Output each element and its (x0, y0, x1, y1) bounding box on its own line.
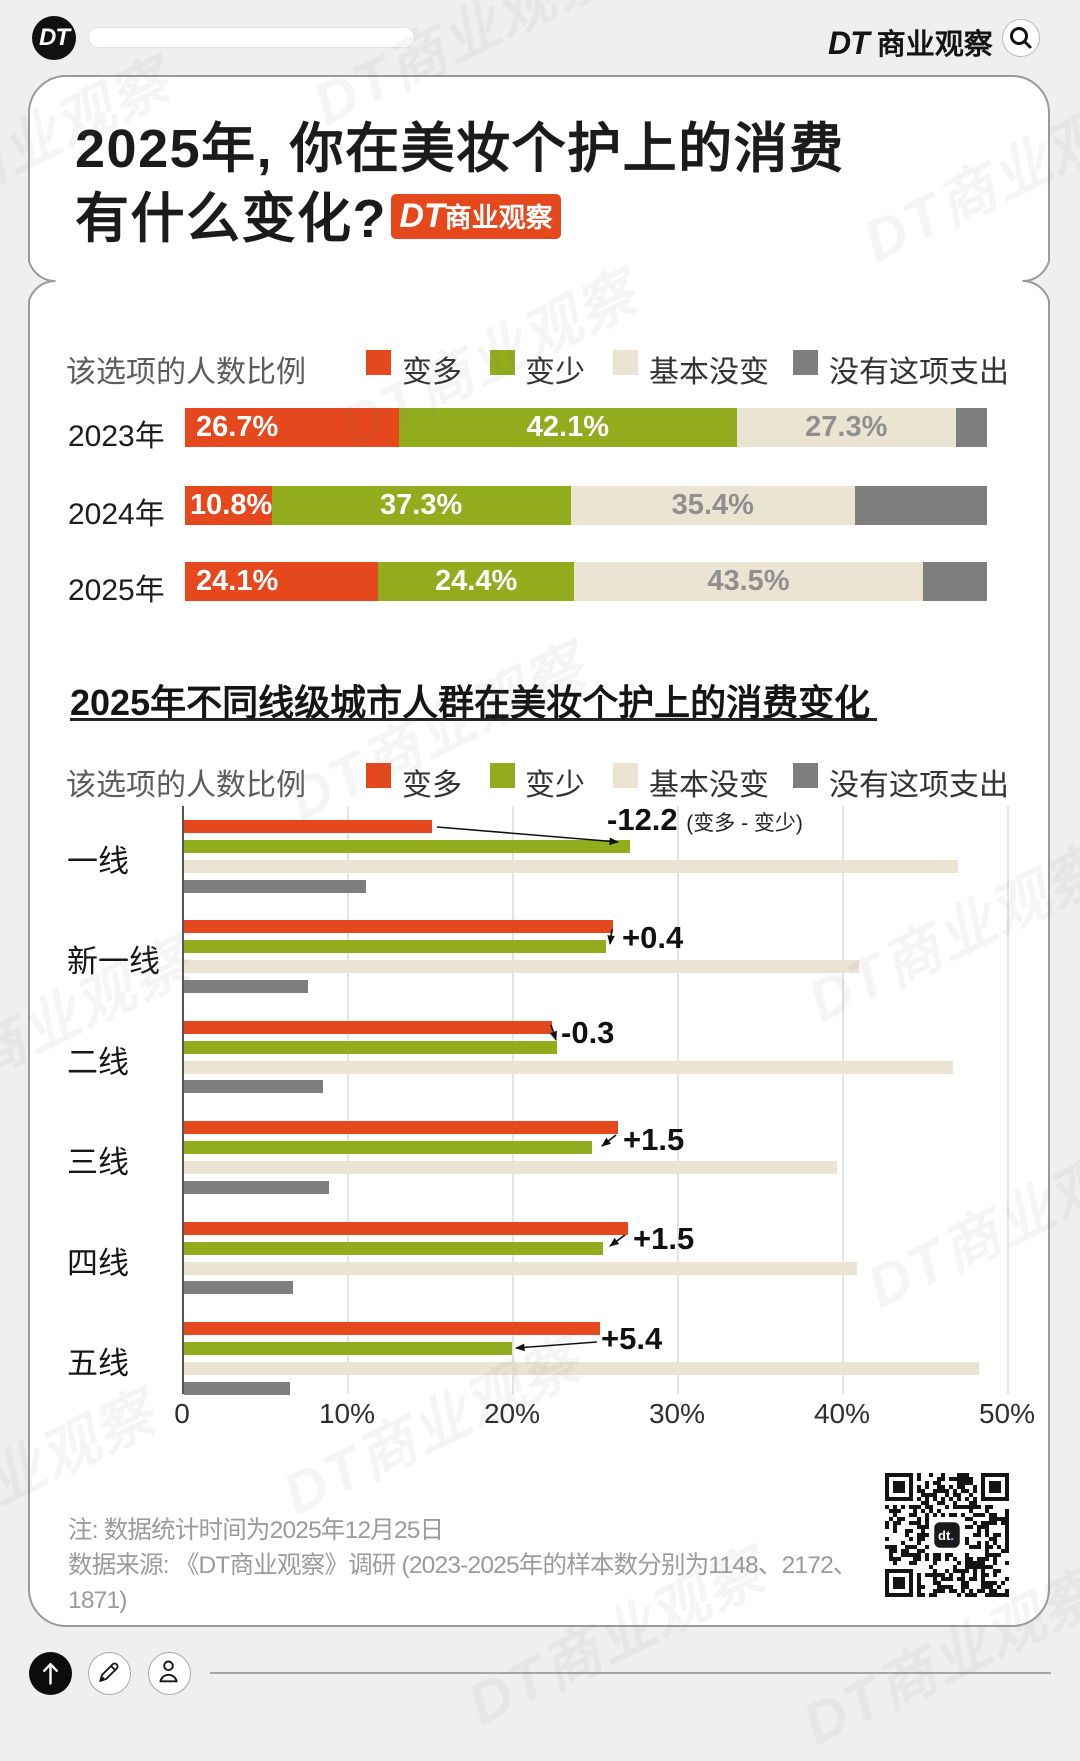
svg-text:dt.: dt. (938, 1528, 954, 1543)
